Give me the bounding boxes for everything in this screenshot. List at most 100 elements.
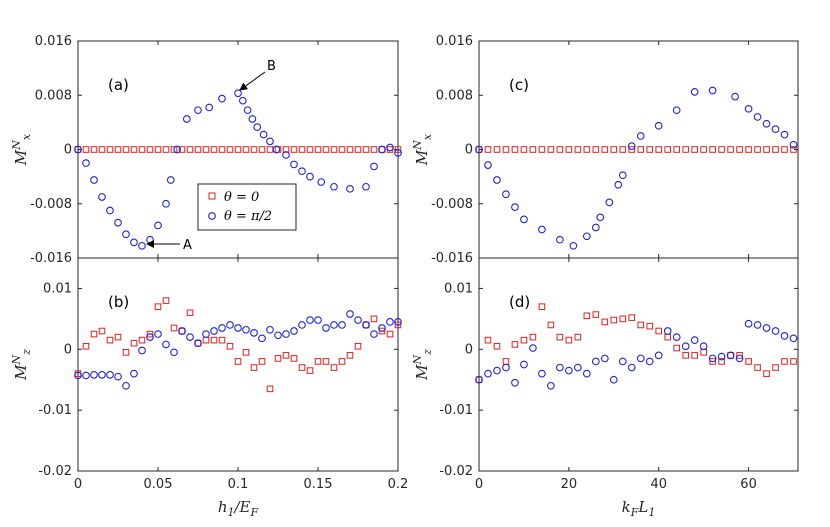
data-point-circle [618,357,627,366]
data-point-circle [253,123,262,131]
data-point-square [226,342,234,350]
panel-a-ytick-label: 0.016 [35,34,72,49]
data-point-square [484,336,492,344]
data-point-circle [654,121,663,130]
data-point-square [538,146,546,153]
data-point-circle [493,176,501,184]
panel-d-mz-vs-kfl1: -0.02 -0.01 0 0.01 0 20 40 60 (d) MNz kFL1 [411,257,799,519]
data-point-square [790,146,797,153]
annotation-b-arrow [239,71,266,91]
data-point-circle [138,346,146,355]
data-point-circle [259,130,268,139]
annotation-a-label: A [183,238,192,253]
data-point-circle [600,354,609,363]
data-point-square [170,146,178,153]
data-point-circle [717,352,726,361]
panel-d-series-thetapi2 [475,319,798,390]
legend-marker-theta0 [208,192,216,200]
data-point-square [298,146,306,153]
panel-c-ytick-label: 0.008 [436,88,473,103]
data-point-square [754,146,761,153]
data-point-circle [226,321,234,329]
data-point-square [493,146,501,153]
data-point-circle [182,115,191,123]
data-point-circle [672,333,681,341]
data-point-square [282,146,290,153]
data-point-square [664,146,672,153]
data-point-circle [771,125,780,134]
data-point-square [547,321,555,329]
annotation-a: A [146,238,192,253]
data-point-circle [162,340,170,349]
data-point-square [98,327,106,335]
data-point-circle [362,182,370,191]
panel-b-label: (b) [108,293,129,311]
data-point-square [691,146,698,153]
data-point-circle [330,182,338,191]
data-point-square [754,364,761,371]
data-point-square [242,349,250,356]
data-point-square [718,358,725,365]
data-point-circle [394,318,402,326]
panel-b-series-thetapi2 [74,310,402,390]
data-point-square [266,146,274,153]
panel-c-ytick-label: 0 [465,143,473,158]
data-point-square [664,333,672,341]
legend: θ = 0 θ = π/2 [197,183,297,231]
data-point-square [202,146,210,153]
data-point-square [511,341,519,348]
data-point-circle [290,160,298,169]
panel-d-ytick-label: -0.01 [439,403,473,418]
data-point-circle [272,145,281,154]
data-point-circle [178,327,186,335]
legend-label-theta0: θ = 0 [224,190,259,205]
data-point-circle [681,342,690,351]
annotation-b: B [239,59,276,91]
panel-b-ylabel: MNz [10,349,33,381]
data-point-square [122,146,130,153]
data-point-square [258,358,266,365]
data-point-square [610,146,618,153]
data-point-circle [282,330,290,338]
data-point-square [306,367,314,374]
data-point-square [282,352,290,359]
data-point-square [556,333,564,341]
data-point-square [619,146,627,153]
data-point-square [727,146,734,153]
data-point-square [122,349,130,356]
data-point-circle [753,113,762,121]
data-point-circle [556,363,564,372]
data-point-square [790,358,797,365]
data-point-square [314,358,322,365]
data-point-circle [138,241,146,250]
data-point-square [114,146,122,153]
data-point-square [314,146,322,153]
data-point-square [290,355,298,362]
data-point-square [162,297,170,304]
data-point-circle [529,344,537,352]
data-point-square [394,321,402,329]
data-point-square [90,330,98,338]
data-point-square [646,146,654,153]
data-point-circle [654,351,663,360]
data-point-square [682,352,689,359]
data-point-square [637,321,645,329]
panel-a-series-thetapi2 [74,89,402,250]
data-point-square [354,342,362,350]
data-point-square [346,146,354,153]
data-point-square [82,146,90,153]
data-point-circle [346,310,354,318]
data-point-square [218,336,226,344]
data-point-circle [780,130,789,139]
data-point-circle [205,103,214,112]
data-point-circle [362,321,370,329]
data-point-square [322,146,330,153]
data-point-circle [636,132,645,140]
data-point-circle [538,369,546,378]
data-point-circle [556,235,564,244]
data-point-circle [569,241,578,250]
data-point-square [682,146,689,153]
data-point-circle [243,106,252,115]
data-point-square [266,385,274,393]
data-point-circle [708,86,717,95]
